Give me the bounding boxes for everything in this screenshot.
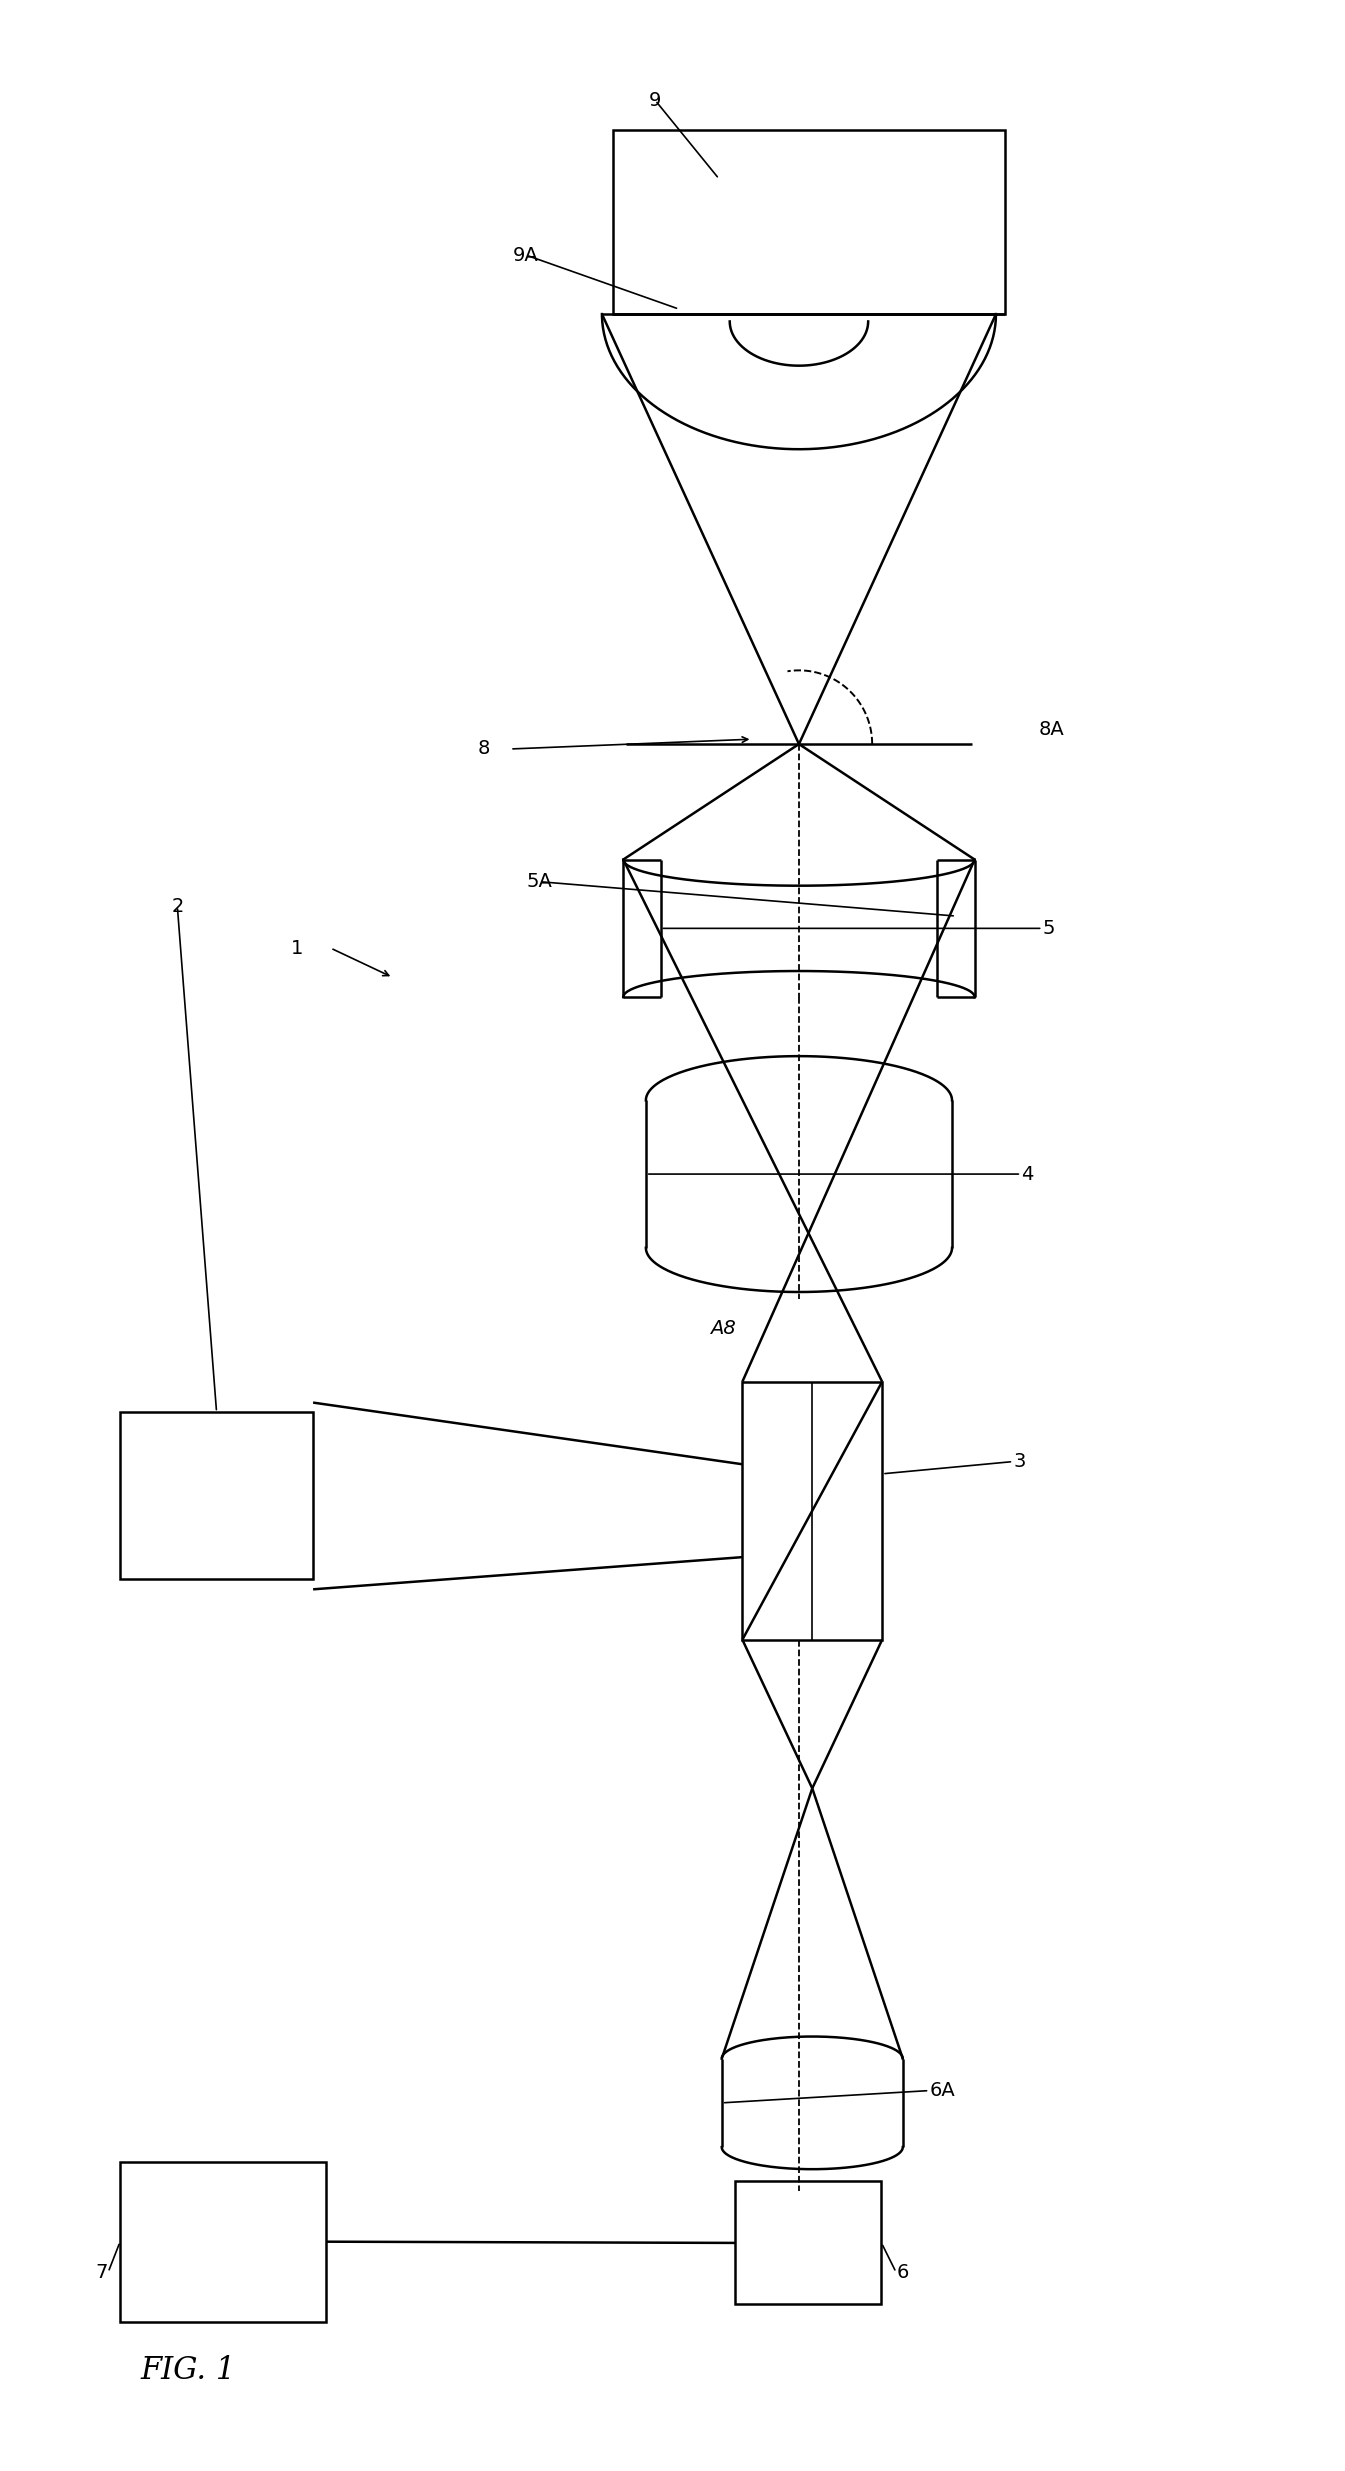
Bar	[742, 1381, 882, 1641]
Text: 9A: 9A	[514, 245, 539, 264]
Text: 9: 9	[650, 91, 662, 109]
Text: 4: 4	[1021, 1164, 1033, 1184]
Text: 6A: 6A	[929, 2081, 955, 2100]
Text: 8A: 8A	[1038, 719, 1064, 739]
Text: 8: 8	[477, 739, 490, 759]
Text: 6: 6	[896, 2263, 908, 2281]
Bar	[120, 1413, 313, 1579]
Text: 1: 1	[291, 939, 304, 959]
Text: 5: 5	[1042, 919, 1054, 939]
Text: FIG. 1: FIG. 1	[140, 2355, 235, 2387]
Text: 5A: 5A	[526, 872, 553, 892]
Text: 3: 3	[1013, 1453, 1026, 1470]
Bar	[612, 131, 1005, 314]
Bar	[120, 2162, 327, 2323]
Text: 2: 2	[171, 897, 183, 917]
Text: 7: 7	[95, 2263, 108, 2281]
Bar	[736, 2182, 881, 2305]
Text: A8: A8	[710, 1320, 736, 1339]
